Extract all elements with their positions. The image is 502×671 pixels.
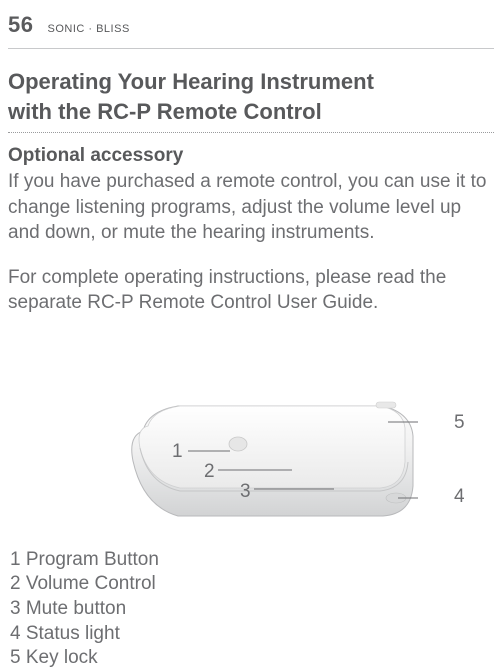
callout-3: 3 bbox=[240, 481, 251, 503]
page-header: 56 SONIC · BLISS bbox=[8, 12, 494, 38]
callout-4: 4 bbox=[454, 486, 465, 508]
title-rule bbox=[8, 132, 494, 133]
title-line-2: with the RC-P Remote Control bbox=[8, 99, 322, 124]
callout-5: 5 bbox=[454, 412, 465, 434]
subheading: Optional accessory bbox=[8, 145, 494, 167]
callout-1: 1 bbox=[172, 441, 183, 463]
title-line-1: Operating Your Hearing Instrument bbox=[8, 69, 374, 94]
brand-line: SONIC · BLISS bbox=[47, 23, 129, 35]
page-title: Operating Your Hearing Instrument with t… bbox=[8, 67, 494, 126]
header-rule bbox=[8, 48, 494, 49]
paragraph-1: If you have purchased a remote control, … bbox=[8, 169, 494, 245]
legend-item-5: 5 Key lock bbox=[10, 646, 494, 671]
remote-illustration bbox=[118, 366, 418, 526]
callout-2: 2 bbox=[204, 461, 215, 483]
legend-item-2: 2 Volume Control bbox=[10, 572, 494, 597]
paragraph-2: For complete operating instructions, ple… bbox=[8, 265, 494, 316]
legend-item-3: 3 Mute button bbox=[10, 597, 494, 622]
legend: 1 Program Button 2 Volume Control 3 Mute… bbox=[8, 548, 494, 671]
remote-diagram: 1 2 3 4 5 bbox=[8, 366, 494, 536]
legend-item-1: 1 Program Button bbox=[10, 548, 494, 573]
legend-item-4: 4 Status light bbox=[10, 622, 494, 647]
page-number: 56 bbox=[8, 12, 33, 38]
